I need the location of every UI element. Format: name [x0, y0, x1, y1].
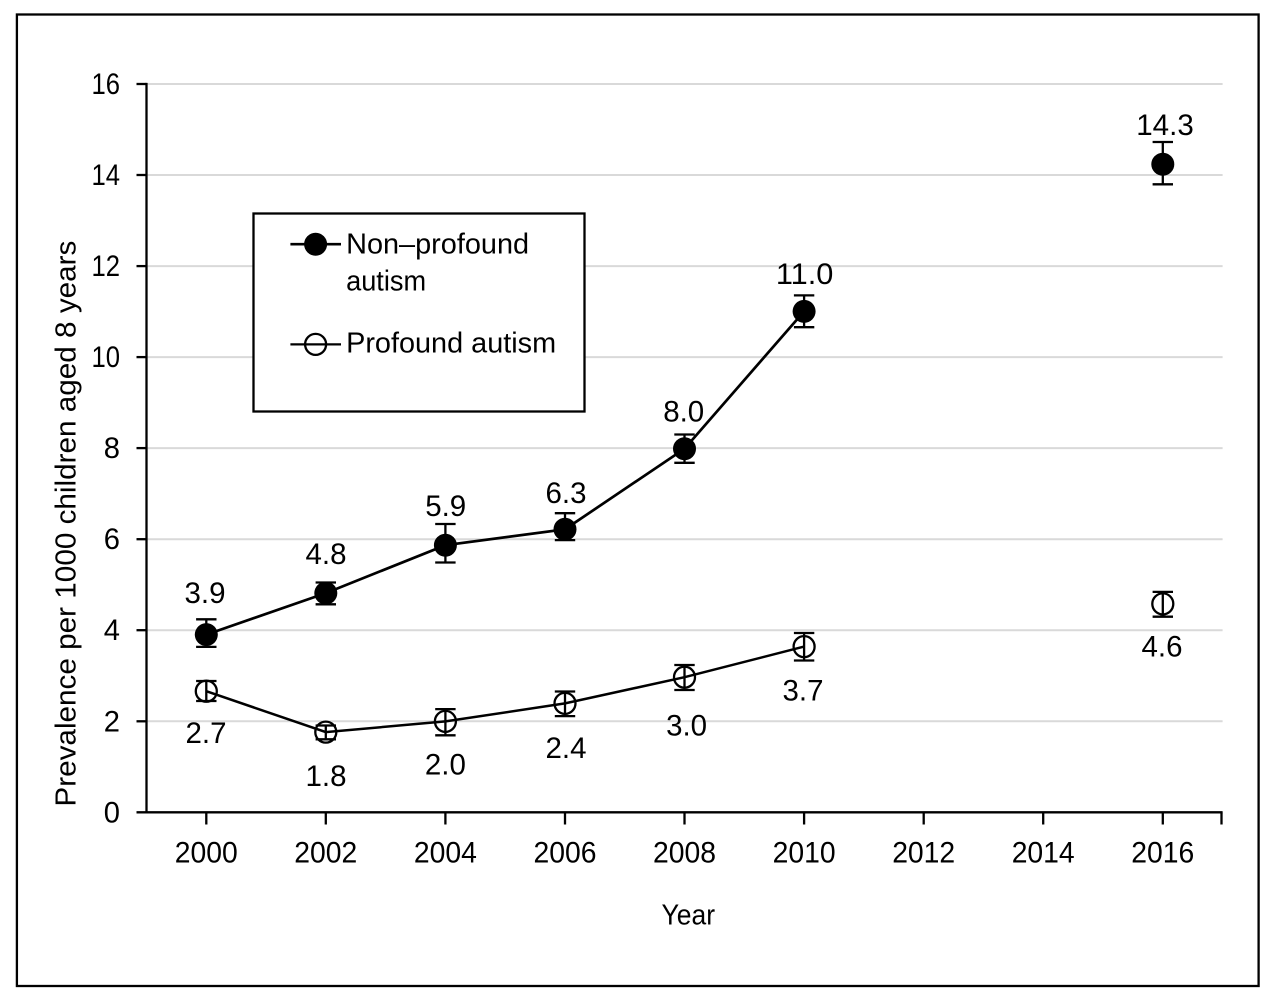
- svg-text:1.8: 1.8: [306, 760, 347, 793]
- svg-text:Year: Year: [662, 900, 716, 932]
- svg-text:4.6: 4.6: [1142, 631, 1183, 664]
- svg-text:2.0: 2.0: [425, 748, 466, 781]
- svg-text:10: 10: [92, 341, 121, 374]
- svg-text:2.4: 2.4: [546, 732, 587, 765]
- svg-text:2.7: 2.7: [186, 717, 227, 750]
- svg-text:2: 2: [104, 705, 120, 738]
- svg-text:5.9: 5.9: [425, 490, 466, 523]
- svg-text:Non–profound: Non–profound: [346, 228, 529, 260]
- svg-text:2016: 2016: [1131, 837, 1194, 870]
- svg-text:Prevalence per 1000 children a: Prevalence per 1000 children aged 8 year…: [51, 241, 83, 807]
- svg-text:6: 6: [104, 523, 120, 556]
- svg-text:3.0: 3.0: [666, 710, 707, 743]
- svg-text:16: 16: [92, 68, 121, 101]
- svg-text:2012: 2012: [892, 837, 955, 870]
- svg-text:6.3: 6.3: [546, 477, 587, 510]
- svg-text:autism: autism: [346, 266, 426, 298]
- svg-text:0: 0: [104, 796, 120, 829]
- svg-text:8: 8: [104, 432, 120, 465]
- svg-text:2006: 2006: [534, 837, 597, 870]
- svg-text:2014: 2014: [1012, 837, 1075, 870]
- svg-text:2000: 2000: [175, 837, 238, 870]
- svg-text:8.0: 8.0: [663, 396, 704, 429]
- svg-text:12: 12: [92, 250, 121, 283]
- svg-text:14.3: 14.3: [1136, 109, 1194, 142]
- svg-text:Profound autism: Profound autism: [346, 327, 556, 359]
- svg-text:2010: 2010: [773, 837, 836, 870]
- svg-text:11.0: 11.0: [776, 258, 834, 291]
- svg-text:14: 14: [92, 159, 121, 192]
- svg-text:2002: 2002: [294, 837, 357, 870]
- svg-text:4.8: 4.8: [306, 538, 347, 571]
- svg-text:3.9: 3.9: [185, 577, 226, 610]
- svg-text:2008: 2008: [653, 837, 716, 870]
- svg-text:4: 4: [104, 614, 120, 647]
- svg-text:3.7: 3.7: [783, 675, 824, 708]
- svg-text:2004: 2004: [414, 837, 477, 870]
